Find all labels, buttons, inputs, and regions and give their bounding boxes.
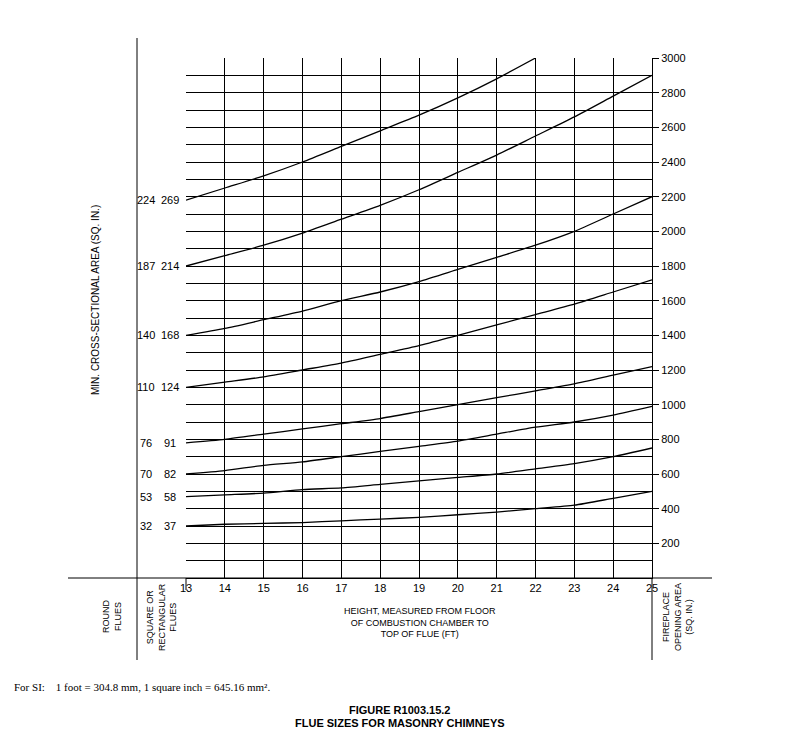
svg-text:MIN. CROSS-SECTIONAL AREA (SQ.: MIN. CROSS-SECTIONAL AREA (SQ. IN.)	[90, 205, 101, 395]
svg-text:18: 18	[374, 582, 386, 594]
svg-text:1200: 1200	[661, 364, 685, 376]
svg-text:800: 800	[661, 433, 679, 445]
svg-text:1000: 1000	[661, 399, 685, 411]
svg-text:70: 70	[140, 468, 152, 480]
svg-text:58: 58	[164, 491, 176, 503]
svg-text:20: 20	[452, 582, 464, 594]
svg-text:FLUE SIZES FOR MASONRY CHIMNEY: FLUE SIZES FOR MASONRY CHIMNEYS	[295, 717, 505, 729]
svg-text:25: 25	[646, 582, 658, 594]
svg-text:200: 200	[661, 537, 679, 549]
svg-text:21: 21	[491, 582, 503, 594]
svg-text:3000: 3000	[661, 52, 685, 64]
svg-text:82: 82	[164, 468, 176, 480]
svg-text:HEIGHT, MEASURED FROM FLOOROF: HEIGHT, MEASURED FROM FLOOROF COMBUSTION…	[344, 606, 496, 639]
svg-text:76: 76	[140, 437, 152, 449]
svg-text:2600: 2600	[661, 121, 685, 133]
svg-text:214: 214	[161, 260, 179, 272]
svg-text:1400: 1400	[661, 329, 685, 341]
svg-text:23: 23	[568, 582, 580, 594]
svg-text:400: 400	[661, 503, 679, 515]
svg-text:17: 17	[335, 582, 347, 594]
svg-text:FIGURE R1003.15.2: FIGURE R1003.15.2	[349, 704, 451, 716]
svg-text:SQUARE ORRECTANGULARFLUES: SQUARE ORRECTANGULARFLUES	[145, 583, 178, 651]
svg-text:269: 269	[161, 194, 179, 206]
svg-text:16: 16	[296, 582, 308, 594]
svg-text:140: 140	[137, 329, 155, 341]
svg-text:FIREPLACEOPENING AREA(SQ. IN.): FIREPLACEOPENING AREA(SQ. IN.)	[661, 583, 694, 651]
svg-text:19: 19	[413, 582, 425, 594]
svg-text:600: 600	[661, 468, 679, 480]
svg-text:ROUNDFLUES: ROUNDFLUES	[101, 600, 123, 633]
svg-text:168: 168	[161, 329, 179, 341]
svg-text:1800: 1800	[661, 260, 685, 272]
svg-text:224: 224	[137, 194, 155, 206]
svg-text:22: 22	[529, 582, 541, 594]
svg-text:15: 15	[258, 582, 270, 594]
svg-text:13: 13	[180, 582, 192, 594]
svg-text:1600: 1600	[661, 295, 685, 307]
svg-text:37: 37	[164, 520, 176, 532]
svg-text:24: 24	[607, 582, 619, 594]
svg-text:14: 14	[219, 582, 231, 594]
svg-text:2200: 2200	[661, 191, 685, 203]
svg-text:110: 110	[137, 381, 155, 393]
svg-text:53: 53	[140, 491, 152, 503]
svg-text:2400: 2400	[661, 156, 685, 168]
svg-text:2000: 2000	[661, 225, 685, 237]
svg-text:187: 187	[137, 260, 155, 272]
svg-text:91: 91	[164, 437, 176, 449]
svg-text:For SI: 1 foot = 304.8 mm,: For SI: 1 foot = 304.8 mm, 1 square inch…	[14, 681, 270, 693]
svg-text:2800: 2800	[661, 87, 685, 99]
svg-text:32: 32	[140, 520, 152, 532]
svg-text:124: 124	[161, 381, 179, 393]
